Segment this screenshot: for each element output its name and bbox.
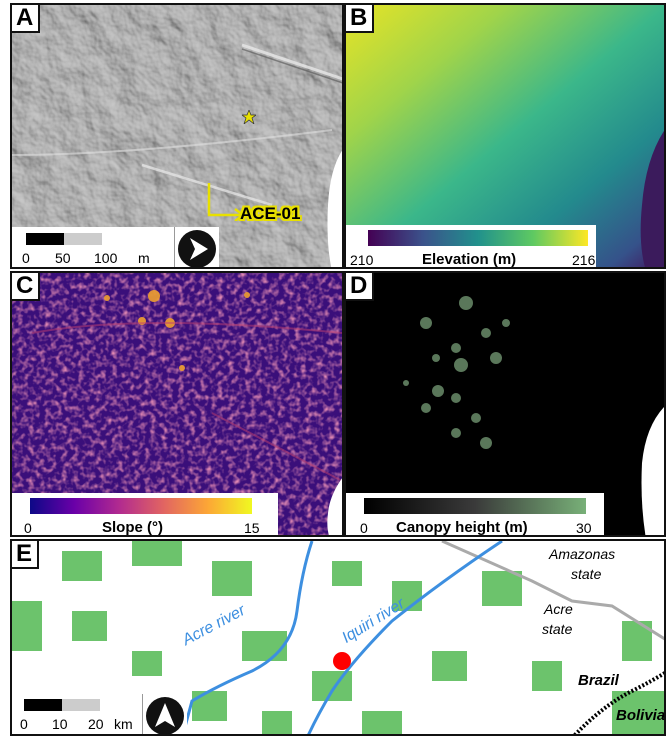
panel-c-label: C bbox=[12, 273, 41, 301]
elevation-image bbox=[346, 5, 664, 267]
panel-b-label: B bbox=[346, 5, 375, 33]
scale-bar-black-e bbox=[24, 699, 62, 711]
hillshade-image bbox=[12, 5, 342, 267]
slope-max: 15 bbox=[244, 520, 260, 536]
panel-a-hillshade: ACE-01 A 0 50 100 m bbox=[10, 3, 344, 269]
slope-colorbar bbox=[30, 498, 252, 514]
panel-e-regional-map: Amazonas state Acre state Brazil Bolivia… bbox=[10, 539, 666, 736]
scale-e-tick-10: 10 bbox=[52, 716, 68, 732]
acre-label-2: state bbox=[542, 621, 573, 637]
elevation-colorbar bbox=[368, 230, 588, 246]
canopy-max: 30 bbox=[576, 520, 592, 536]
elevation-max: 216 bbox=[572, 252, 596, 268]
panel-b-elevation: B 210 Elevation (m) 216 bbox=[344, 3, 666, 269]
brazil-label: Brazil bbox=[578, 672, 619, 689]
scale-bar-black bbox=[26, 233, 64, 245]
acre-label-1: Acre bbox=[544, 601, 573, 617]
scale-e-tick-0: 0 bbox=[20, 716, 28, 732]
scale-bar-gray bbox=[64, 233, 102, 245]
scale-tick-50: 50 bbox=[55, 250, 71, 266]
slope-min: 0 bbox=[24, 520, 32, 536]
north-arrow-box-a bbox=[174, 227, 219, 267]
canopy-legend: 0 Canopy height (m) 30 bbox=[346, 493, 604, 536]
site-star-icon bbox=[242, 110, 256, 124]
elevation-min: 210 bbox=[350, 252, 374, 268]
scale-tick-0: 0 bbox=[22, 250, 30, 266]
site-label-leader bbox=[207, 183, 245, 221]
site-label: ACE-01 bbox=[240, 204, 301, 223]
scale-bar-gray-e bbox=[62, 699, 100, 711]
elevation-title: Elevation (m) bbox=[422, 251, 517, 268]
canopy-min: 0 bbox=[360, 520, 368, 536]
scale-bar-e: 0 10 20 km bbox=[12, 694, 142, 734]
scale-e-tick-20: 20 bbox=[88, 716, 104, 732]
north-arrow-box-e bbox=[142, 694, 187, 734]
north-arrow-e-icon bbox=[146, 697, 184, 734]
panel-c-slope: C 0 Slope (°) 15 bbox=[10, 271, 344, 537]
canopy-title: Canopy height (m) bbox=[396, 519, 528, 536]
north-arrow-icon bbox=[178, 230, 216, 267]
scale-unit: m bbox=[138, 250, 150, 266]
bolivia-label: Bolivia bbox=[616, 707, 666, 724]
slope-legend: 0 Slope (°) 15 bbox=[12, 493, 278, 536]
amazonas-label-1: Amazonas bbox=[549, 546, 616, 562]
panel-d-canopy: D 0 Canopy height (m) 30 bbox=[344, 271, 666, 537]
elevation-legend: 210 Elevation (m) 216 bbox=[346, 225, 596, 268]
panel-e-label: E bbox=[12, 541, 40, 569]
scale-tick-100: 100 bbox=[94, 250, 118, 266]
panel-a-label: A bbox=[12, 5, 41, 33]
panel-d-label: D bbox=[346, 273, 375, 301]
scale-e-unit: km bbox=[114, 716, 133, 732]
slope-image bbox=[12, 273, 342, 535]
slope-title: Slope (°) bbox=[102, 519, 163, 536]
amazonas-label-2: state bbox=[571, 566, 602, 582]
scale-bar-a: 0 50 100 m bbox=[12, 227, 174, 267]
canopy-image bbox=[346, 273, 664, 535]
canopy-colorbar bbox=[364, 498, 586, 514]
